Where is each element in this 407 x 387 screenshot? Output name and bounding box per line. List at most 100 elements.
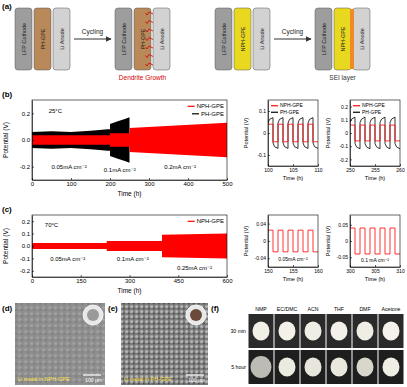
cell-anode-label: Li Anode: [359, 28, 365, 49]
x-axis-title: Time (h): [283, 175, 303, 181]
chart: 250255260-0.2-0.100.10.2Time (h)Potentia…: [325, 100, 405, 181]
tick-label: -0.05: [337, 254, 349, 260]
plot-frame: [268, 215, 318, 267]
legend-swatch: [353, 105, 360, 106]
tick-mark: [32, 258, 34, 259]
tick-label: 400: [183, 181, 194, 187]
legend: NPH-GPEPH-GPE: [353, 102, 385, 115]
annotation: 0.2mA cm⁻²: [164, 164, 196, 170]
plot-data: [350, 228, 400, 254]
y-axis-title: Potential (V): [325, 118, 331, 148]
legend: NPH-GPEPH-GPE: [188, 103, 224, 117]
tick-label: 305: [371, 268, 380, 274]
tick: 0.1: [22, 231, 34, 237]
x-axis: 100105110: [264, 164, 322, 173]
cell-anode: [253, 8, 270, 70]
tick-label: 300: [125, 278, 136, 284]
tick-label: 0.1: [341, 117, 348, 123]
legend-swatch: [271, 112, 278, 113]
legend-swatch: [271, 105, 278, 106]
annotation: 0.1mA cm⁻²: [104, 167, 136, 173]
annotation: 0.1mA cm⁻²: [117, 256, 149, 262]
tick: 100: [66, 178, 77, 187]
column-label: ACN: [308, 306, 319, 312]
photo-inset: [83, 305, 103, 325]
tick-label: 150: [264, 268, 273, 274]
plot-frame: [350, 215, 400, 267]
tick: 0.1: [259, 108, 270, 114]
axis-line: [32, 216, 33, 278]
plot-data: [32, 234, 227, 259]
column-label: Acetone: [381, 306, 400, 312]
cell-cathode-label: LFP Cathode: [121, 23, 127, 55]
scale-bar: [186, 374, 204, 375]
tick: -0.04: [255, 255, 270, 261]
tick-label: 0.2: [22, 111, 31, 117]
plot-data: [268, 230, 318, 252]
tick-mark: [350, 159, 352, 160]
tick-label: 0: [263, 238, 266, 244]
panel-label: (f): [211, 304, 219, 313]
gel-disc: [331, 322, 348, 341]
axis-line: [268, 216, 269, 268]
cell-cathode: [115, 8, 132, 70]
row-label: 30 min: [230, 328, 246, 334]
tick-mark: [268, 111, 270, 112]
tick: 0: [263, 130, 270, 136]
tick-label: 0: [345, 130, 348, 136]
tick-label: 0: [263, 130, 266, 136]
annotation: 0.25mA cm⁻²: [177, 265, 212, 271]
cell-cathode: [315, 8, 332, 70]
vial-photo: [379, 350, 404, 384]
photo-inset: [186, 305, 206, 325]
tick: 0.0: [22, 137, 34, 143]
background: [0, 0, 407, 387]
tick-mark: [130, 275, 131, 277]
tick: -0.05: [337, 254, 352, 260]
tick-label: 0: [31, 181, 35, 187]
photo-disc: [190, 309, 202, 321]
column-label: NMP: [255, 306, 267, 312]
tick: 0.05: [338, 222, 352, 228]
tick: 150: [76, 275, 87, 284]
vial-photo: [275, 350, 300, 384]
tick: -0.2: [20, 268, 34, 274]
dendrite: [146, 63, 154, 66]
tick-label: 0.1: [259, 108, 266, 114]
vial-photo: [327, 314, 352, 348]
y-axis-title: Potential (V): [2, 122, 10, 158]
cell-electrolyte: [334, 8, 351, 70]
series-line: [268, 230, 318, 252]
tick-mark: [268, 133, 270, 134]
cell-electrolyte: [34, 8, 51, 70]
sem-image: [121, 303, 208, 385]
tick: 0.2: [22, 219, 34, 225]
tick-label: 0.04: [256, 221, 266, 227]
tick-mark: [81, 275, 82, 277]
tick-label: 150: [76, 278, 87, 284]
series-line: [350, 117, 400, 149]
tick-label: 0.2: [22, 219, 31, 225]
tick-label: 0.1: [22, 231, 31, 237]
series-line: [268, 118, 318, 149]
x-axis: 0100200300400500: [31, 178, 233, 187]
dendrite: [146, 55, 154, 58]
plot-data: [32, 117, 227, 162]
panel-label: (d): [2, 304, 13, 313]
sei-layer: [350, 9, 354, 69]
x-axis: 150155160: [264, 265, 323, 274]
tick: -0.1: [257, 152, 270, 158]
tick-label: 0.2: [341, 104, 348, 110]
cell: LFP CathodeNPH-GPELi Anode: [215, 8, 270, 70]
x-axis-title: Time (h): [365, 175, 385, 181]
arrow-label: Cycling: [282, 28, 304, 36]
y-axis-title: Potential (V): [243, 226, 249, 256]
tick-mark: [71, 178, 72, 180]
gel-disc: [357, 358, 374, 377]
scale-bar: [83, 374, 101, 375]
tick: 310: [396, 265, 405, 274]
tick-mark: [32, 167, 34, 168]
series-line: [350, 125, 400, 141]
tick-mark: [350, 133, 352, 134]
chart: 150155160-0.0400.04Time (h)Potential (V)…: [243, 215, 323, 282]
